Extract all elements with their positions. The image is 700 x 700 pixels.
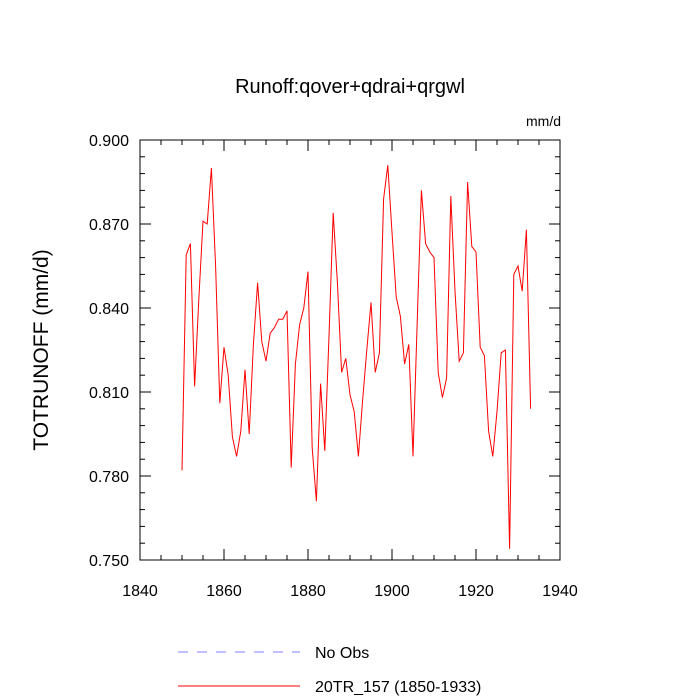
- y-tick-label: 0.900: [89, 133, 129, 150]
- x-tick-label: 1860: [206, 583, 242, 600]
- y-axis-label: TOTRUNOFF (mm/d): [30, 249, 53, 450]
- y-tick-label: 0.870: [89, 217, 129, 234]
- x-tick-label: 1840: [122, 583, 158, 600]
- plot-area: 1840 1860 1880 1900 1920 1940 0.750 0.780 0.810 0…: [89, 133, 578, 600]
- units-label: mm/d: [526, 113, 561, 129]
- y-tick-label: 0.810: [89, 385, 129, 402]
- series-layer: [181, 165, 532, 549]
- legend: No Obs 20TR_157 (1850-1933): [178, 645, 481, 696]
- chart-title: Runoff:qover+qdrai+qrgwl: [235, 76, 465, 98]
- y-tick-label: 0.840: [89, 301, 129, 318]
- axis-ticks: 1840 1860 1880 1900 1920 1940 0.750 0.780 0.810 0…: [89, 133, 578, 600]
- y-tick-label: 0.750: [89, 553, 129, 570]
- x-tick-label: 1920: [458, 583, 494, 600]
- x-tick-label: 1940: [542, 583, 578, 600]
- x-tick-label: 1880: [290, 583, 326, 600]
- legend-entry: 20TR_157 (1850-1933): [315, 679, 481, 696]
- series-line: [181, 165, 532, 549]
- plot-frame: [139, 139, 561, 561]
- x-tick-label: 1900: [374, 583, 410, 600]
- legend-entry: No Obs: [315, 645, 369, 662]
- y-tick-label: 0.780: [89, 469, 129, 486]
